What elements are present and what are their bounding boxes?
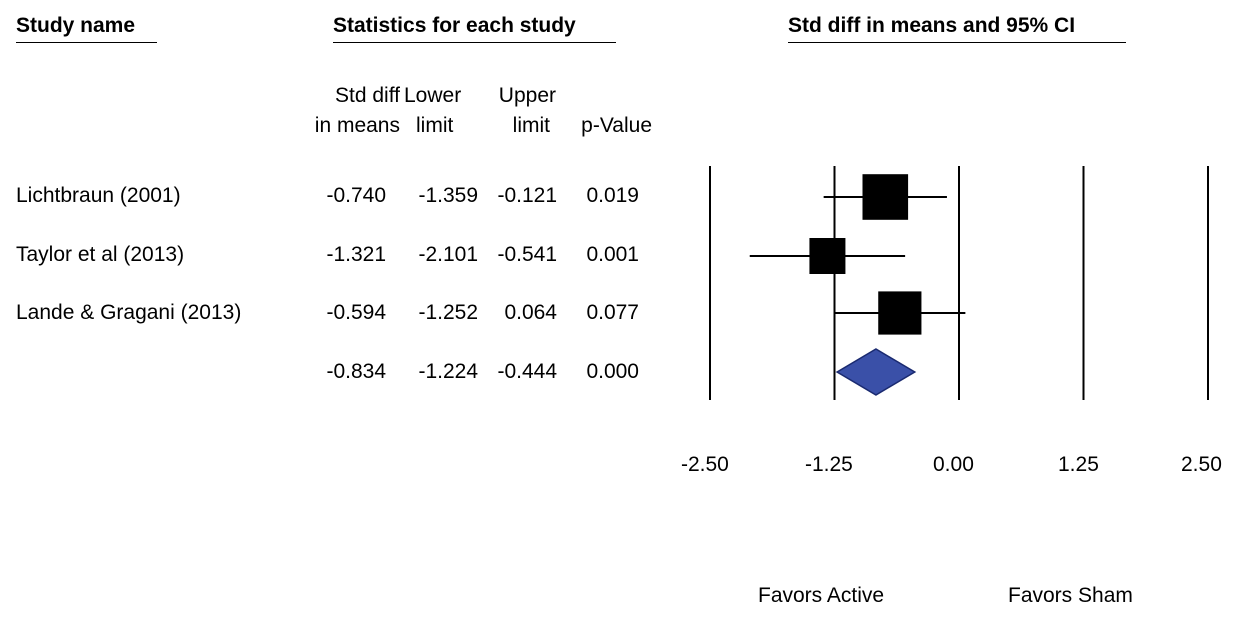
plot-header: Std diff in means and 95% CI [788,14,1076,37]
lower-limit-value: -1.359 [418,184,478,207]
x-tick-label: 2.50 [1181,453,1222,476]
statistics-header: Statistics for each study [333,14,576,37]
upper-limit-value: -0.541 [497,243,557,266]
std-diff-value: -0.594 [326,301,386,324]
favors-sham-label: Favors Sham [1008,584,1133,607]
plot-header-underline [788,42,1126,43]
effect-box [809,238,846,274]
p-value: 0.019 [586,184,639,207]
col-lower-line2: limit [416,114,454,137]
study-name: Lande & Gragani (2013) [16,301,242,324]
statistics-header-underline [333,42,616,43]
effect-box [862,174,909,220]
col-std-diff-line2: in means [314,114,400,137]
x-tick-label: -1.25 [805,453,853,476]
col-upper-heading: Upper limit [478,81,556,141]
study-name-header: Study name [16,14,136,37]
study-name: Lichtbraun (2001) [16,184,181,207]
col-upper-line2: limit [512,114,550,137]
effect-box [878,291,922,335]
std-diff-value: -1.321 [326,243,386,266]
study-name: Taylor et al (2013) [16,243,185,266]
col-std-diff-line1: Std diff [335,84,400,107]
p-value: 0.001 [586,243,639,266]
upper-limit-value: -0.121 [497,184,557,207]
col-lower-line1: Lower [404,84,462,107]
summary-diamond [835,348,917,396]
col-pvalue-heading: p-Value [556,81,652,141]
p-value: 0.000 [586,360,639,383]
favors-active-label: Favors Active [758,584,885,607]
upper-limit-value: 0.064 [504,301,557,324]
x-tick-label: 1.25 [1058,453,1099,476]
upper-limit-value: -0.444 [497,360,557,383]
x-tick-label: -2.50 [681,453,729,476]
lower-limit-value: -2.101 [418,243,478,266]
x-tick-label: 0.00 [933,453,974,476]
col-lower-heading: Lower limit [402,81,482,141]
std-diff-value: -0.834 [326,360,386,383]
p-value: 0.077 [586,301,639,324]
study-name-header-underline [16,42,157,43]
col-std-diff-heading: Std diff in means [296,81,400,141]
lower-limit-value: -1.252 [418,301,478,324]
lower-limit-value: -1.224 [418,360,478,383]
col-upper-line1: Upper [498,84,556,107]
col-pvalue-line2: p-Value [581,114,652,137]
std-diff-value: -0.740 [326,184,386,207]
